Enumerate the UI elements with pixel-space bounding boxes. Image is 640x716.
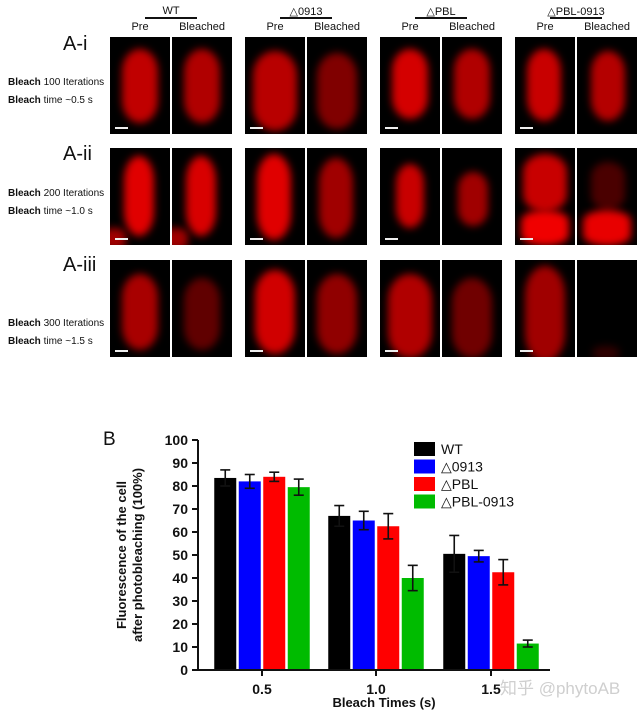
row-label-a-iii: A-iii [63, 254, 97, 276]
y-tick-label: 100 [165, 432, 189, 448]
micrograph-dpbl-0913-bleached-a-iii [577, 260, 637, 357]
col-label-bleached: Bleached [449, 21, 495, 33]
legend-label: △PBL-0913 [441, 494, 514, 510]
col-label-bleached: Bleached [584, 21, 630, 33]
micrograph-d0913-pre-a-ii [245, 148, 305, 245]
x-tick-label: 1.0 [366, 681, 386, 697]
panel-b-label: B [103, 429, 116, 450]
strain-label-d0913: △0913 [289, 6, 323, 18]
y-tick-label: 10 [172, 639, 188, 655]
bar [443, 553, 466, 670]
row-label-a-ii: A-ii [63, 143, 92, 165]
y-tick-label: 50 [172, 547, 188, 563]
watermark: 知乎 @phytoAB [500, 679, 621, 698]
micrograph-dpbl-0913-bleached-a-i [577, 37, 637, 134]
micrograph-wt-bleached-a-ii [172, 148, 232, 245]
y-tick-label: 90 [172, 455, 188, 471]
bar [328, 515, 351, 670]
legend-label: WT [441, 441, 463, 457]
col-label-pre: Pre [266, 21, 284, 33]
x-axis-title: Bleach Times (s) [332, 695, 436, 710]
micrograph-wt-pre-a-iii [110, 260, 170, 357]
col-label-pre: Pre [131, 21, 149, 33]
bar [263, 476, 286, 670]
strain-underline-d0913 [280, 17, 332, 19]
micrograph-wt-pre-a-i [110, 37, 170, 134]
micrograph-d0913-pre-a-iii [245, 260, 305, 357]
strain-label-wt: WT [162, 5, 180, 17]
y-tick-label: 0 [180, 662, 188, 678]
bar [377, 526, 400, 670]
bar [214, 477, 237, 670]
x-tick-label: 0.5 [252, 681, 272, 697]
micrograph-dpbl-bleached-a-iii [442, 260, 502, 357]
bar [287, 487, 310, 670]
strain-label-dpbl: △PBL [426, 6, 456, 18]
row-a-ii-iterations: Bleach 200 Iterations [8, 188, 105, 199]
row-label-a-i: A-i [63, 33, 88, 55]
strain-label-dpbl-0913: △PBL-0913 [547, 6, 605, 18]
row-a-iii-time: Bleach time ~1.5 s [8, 336, 93, 347]
y-tick-label: 40 [172, 570, 188, 586]
micrograph-dpbl-pre-a-i [380, 37, 440, 134]
micrograph-wt-bleached-a-iii [172, 260, 232, 357]
micrograph-dpbl-bleached-a-ii [442, 148, 502, 245]
micrograph-dpbl-0913-bleached-a-ii [577, 148, 637, 245]
micrograph-dpbl-0913-pre-a-i [515, 37, 575, 134]
y-axis-title-line1: Fluorescence of the cell [114, 480, 129, 630]
bar [467, 556, 490, 670]
micrograph-wt-bleached-a-i [172, 37, 232, 134]
row-a-iii-iterations: Bleach 300 Iterations [8, 318, 105, 329]
y-tick-label: 70 [172, 501, 188, 517]
micrograph-dpbl-pre-a-ii [380, 148, 440, 245]
row-a-ii-time: Bleach time ~1.0 s [8, 206, 93, 217]
micrograph-d0913-bleached-a-iii [307, 260, 367, 357]
micrograph-d0913-pre-a-i [245, 37, 305, 134]
legend-label: △PBL [441, 476, 478, 492]
bar [492, 572, 515, 670]
col-label-pre: Pre [401, 21, 419, 33]
y-tick-label: 30 [172, 593, 188, 609]
micrograph-dpbl-pre-a-iii [380, 260, 440, 357]
col-label-bleached: Bleached [314, 21, 360, 33]
strain-underline-dpbl-0913 [550, 17, 602, 19]
micrograph-wt-pre-a-ii [110, 148, 170, 245]
y-axis: 0 10 20 30 40 50 60 70 80 90 100 [165, 432, 199, 678]
x-axis: 0.5 1.0 1.5 [198, 669, 550, 697]
bar [238, 481, 261, 670]
legend-label: △0913 [441, 459, 483, 475]
y-tick-label: 20 [172, 616, 188, 632]
strain-underline-dpbl [415, 17, 467, 19]
micrograph-d0913-bleached-a-ii [307, 148, 367, 245]
bar-series [214, 469, 539, 670]
y-tick-label: 60 [172, 524, 188, 540]
y-axis-title-line2: after photobleaching (100%) [130, 467, 145, 643]
legend-swatch [414, 442, 435, 456]
bar [516, 643, 539, 670]
bar [401, 578, 424, 670]
col-label-pre: Pre [536, 21, 554, 33]
row-a-i-iterations: Bleach 100 Iterations [8, 77, 105, 88]
bar [352, 520, 375, 670]
legend-swatch [414, 459, 435, 474]
micrograph-dpbl-0913-pre-a-ii [515, 148, 575, 245]
x-tick-label: 1.5 [481, 681, 501, 697]
micrograph-dpbl-bleached-a-i [442, 37, 502, 134]
strain-underline-wt [145, 17, 197, 19]
micrograph-dpbl-0913-pre-a-iii [515, 260, 575, 357]
legend-swatch [414, 494, 435, 509]
legend: WT △0913△PBL △PBL-0913 [414, 441, 514, 510]
col-label-bleached: Bleached [179, 21, 225, 33]
legend-swatch [414, 477, 435, 491]
micrograph-d0913-bleached-a-i [307, 37, 367, 134]
y-tick-label: 80 [172, 478, 188, 494]
row-a-i-time: Bleach time ~0.5 s [8, 95, 93, 106]
